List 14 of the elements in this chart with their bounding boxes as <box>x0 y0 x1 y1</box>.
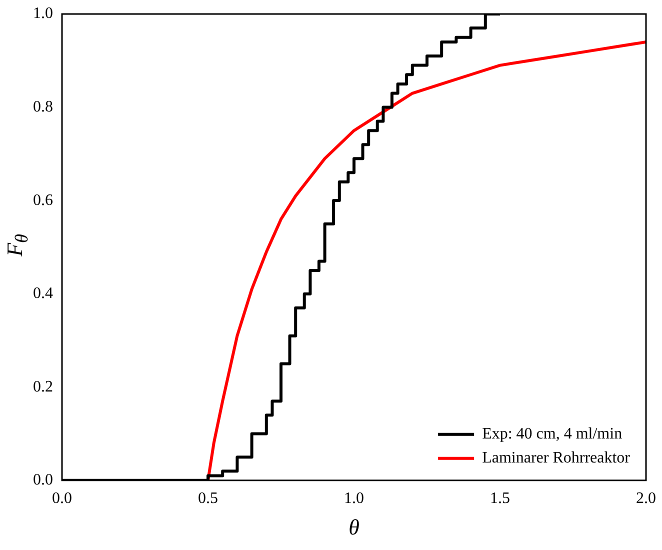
legend-label: Laminarer Rohrreaktor <box>482 450 631 467</box>
y-tick-label: 0.4 <box>33 285 53 302</box>
y-tick-label: 1.0 <box>33 5 53 22</box>
x-tick-label: 1.0 <box>344 490 364 508</box>
y-tick-label: 0.6 <box>33 192 53 209</box>
legend-label: Exp: 40 cm, 4 ml/min <box>482 426 622 443</box>
x-tick-label: 0.5 <box>198 490 218 508</box>
y-tick-label: 0.2 <box>33 378 53 396</box>
x-tick-label: 2.0 <box>636 490 656 508</box>
y-tick-label: 0.8 <box>33 98 53 116</box>
x-tick-label: 0.0 <box>52 490 72 508</box>
x-axis-title: θ <box>348 514 360 540</box>
x-tick-label: 1.5 <box>490 490 510 508</box>
y-tick-label: 0.0 <box>33 472 53 489</box>
